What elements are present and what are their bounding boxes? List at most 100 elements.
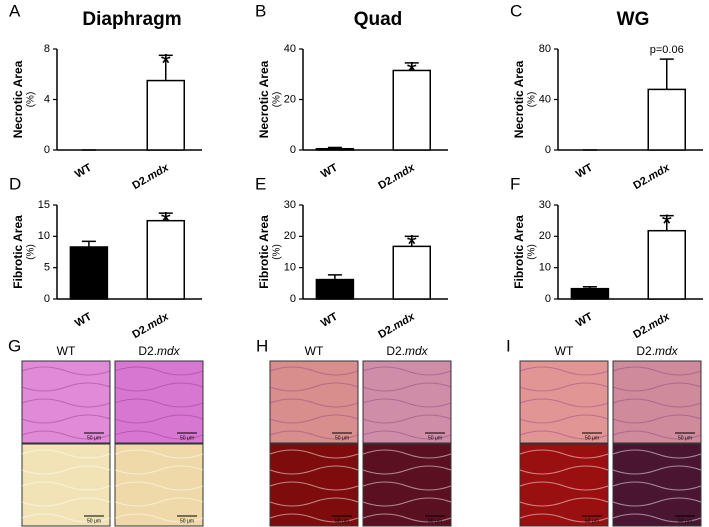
scale-bar-label: 50 μm bbox=[335, 435, 349, 441]
x-tick-label: D2.mdx bbox=[376, 161, 417, 192]
tissue-texture bbox=[362, 398, 452, 408]
y-axis-unit: (%) bbox=[26, 92, 37, 108]
scale-bar-label: 50 μm bbox=[678, 518, 692, 524]
tissue-texture bbox=[519, 465, 609, 475]
y-tick-label: 0 bbox=[44, 144, 50, 156]
bar bbox=[315, 278, 355, 300]
tissue-texture bbox=[519, 497, 609, 507]
bar bbox=[146, 79, 185, 151]
x-tick-label: WT bbox=[73, 311, 94, 330]
y-tick-label: 5 bbox=[44, 262, 50, 274]
tissue-texture bbox=[519, 366, 609, 376]
panel-label: H bbox=[256, 336, 268, 355]
y-tick-label: 10 bbox=[284, 262, 296, 274]
y-axis-unit: (%) bbox=[272, 92, 283, 108]
tissue-texture bbox=[114, 449, 204, 459]
tissue-texture bbox=[269, 513, 359, 523]
tissue-texture bbox=[519, 513, 609, 523]
tissue-texture bbox=[612, 449, 702, 459]
panel-label: B bbox=[255, 1, 266, 20]
tissue-texture bbox=[114, 430, 204, 440]
scale-bar-label: 50 μm bbox=[428, 435, 442, 441]
bar bbox=[392, 69, 431, 151]
y-tick-label: 30 bbox=[284, 199, 296, 211]
tissue-texture bbox=[612, 366, 702, 376]
tissue-texture bbox=[362, 513, 452, 523]
y-tick-label: 0 bbox=[545, 144, 551, 156]
micrograph bbox=[612, 443, 702, 527]
tissue-texture bbox=[612, 465, 702, 475]
bar bbox=[570, 287, 610, 300]
y-tick-label: 8 bbox=[44, 43, 50, 55]
chart-title: Quad bbox=[354, 9, 403, 30]
micrograph-column-label: WT bbox=[305, 344, 324, 358]
tissue-texture bbox=[21, 497, 111, 507]
micrograph-column-label: D2.mdx bbox=[386, 344, 428, 358]
tissue-texture bbox=[269, 481, 359, 491]
tissue-texture bbox=[114, 382, 204, 392]
micrograph bbox=[21, 360, 111, 444]
bar bbox=[392, 245, 431, 300]
tissue-texture bbox=[21, 513, 111, 523]
y-tick-label: 0 bbox=[290, 293, 296, 305]
micrograph bbox=[21, 443, 111, 527]
x-tick-label: WT bbox=[73, 162, 94, 181]
y-tick-label: 20 bbox=[539, 230, 551, 242]
bar bbox=[146, 219, 185, 300]
tissue-texture bbox=[114, 497, 204, 507]
micrograph bbox=[519, 360, 609, 444]
micrograph-column-label: WT bbox=[555, 344, 574, 358]
y-axis-label: Fibrotic Area bbox=[11, 215, 25, 289]
tissue-texture bbox=[269, 465, 359, 475]
micrograph bbox=[612, 360, 702, 444]
panel-label: C bbox=[510, 1, 522, 20]
chart-title: WG bbox=[617, 9, 650, 30]
tissue-texture bbox=[114, 414, 204, 424]
tissue-texture bbox=[612, 481, 702, 491]
significance-annotation: * bbox=[407, 229, 417, 259]
y-axis-unit: (%) bbox=[26, 244, 37, 260]
tissue-texture bbox=[21, 382, 111, 392]
tissue-texture bbox=[269, 366, 359, 376]
y-tick-label: 0 bbox=[290, 144, 296, 156]
y-tick-label: 4 bbox=[44, 93, 50, 105]
tissue-texture bbox=[362, 366, 452, 376]
y-tick-label: 0 bbox=[44, 293, 50, 305]
bar bbox=[647, 88, 686, 151]
y-axis-label: Necrotic Area bbox=[257, 60, 271, 138]
y-tick-label: 20 bbox=[284, 93, 296, 105]
x-tick-label: WT bbox=[574, 162, 595, 181]
tissue-texture bbox=[269, 398, 359, 408]
y-tick-label: 0 bbox=[545, 293, 551, 305]
scale-bar-label: 50 μm bbox=[87, 518, 101, 524]
tissue-texture bbox=[612, 382, 702, 392]
tissue-texture bbox=[114, 465, 204, 475]
tissue-texture bbox=[362, 481, 452, 491]
x-tick-label: D2.mdx bbox=[376, 310, 417, 341]
bar bbox=[69, 246, 109, 300]
tissue-texture bbox=[362, 449, 452, 459]
tissue-texture bbox=[21, 398, 111, 408]
tissue-texture bbox=[21, 366, 111, 376]
x-tick-label: D2.mdx bbox=[130, 161, 171, 192]
tissue-texture bbox=[362, 497, 452, 507]
y-axis-label: Fibrotic Area bbox=[512, 215, 526, 289]
tissue-texture bbox=[612, 414, 702, 424]
tissue-texture bbox=[519, 382, 609, 392]
y-axis-label: Fibrotic Area bbox=[257, 215, 271, 289]
micrograph bbox=[114, 443, 204, 527]
tissue-texture bbox=[362, 382, 452, 392]
panel-label: I bbox=[506, 336, 511, 355]
scale-bar-label: 50 μm bbox=[585, 518, 599, 524]
tissue-texture bbox=[519, 430, 609, 440]
bar bbox=[315, 147, 355, 151]
tissue-texture bbox=[21, 414, 111, 424]
micrograph bbox=[269, 360, 359, 444]
significance-annotation: * bbox=[161, 48, 171, 78]
y-tick-label: 15 bbox=[38, 199, 50, 211]
bar bbox=[647, 229, 686, 300]
tissue-texture bbox=[114, 513, 204, 523]
panel-label: D bbox=[9, 174, 21, 193]
tissue-texture bbox=[519, 398, 609, 408]
micrograph bbox=[362, 443, 452, 527]
